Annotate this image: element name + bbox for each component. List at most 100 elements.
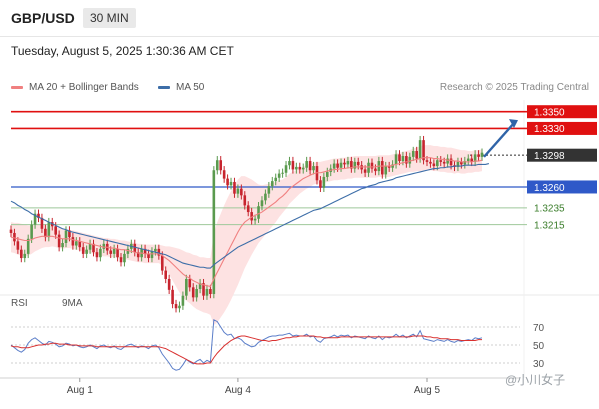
candle-body: [436, 160, 439, 167]
candle-body: [154, 248, 157, 252]
candle-body: [343, 162, 346, 165]
candle-body: [143, 248, 147, 254]
candle-body: [174, 304, 178, 309]
level-label-bg-1.3260: [527, 180, 597, 194]
candle-body: [463, 161, 467, 165]
legend-rsi-label: RSI: [11, 298, 28, 309]
candle-body: [195, 289, 198, 298]
candle-body: [312, 166, 315, 171]
candle-body: [160, 255, 164, 271]
header-bar: GBP/USD 30 MIN: [0, 0, 599, 37]
candle-body: [439, 160, 443, 162]
candle-body: [466, 158, 470, 162]
candle-body: [171, 289, 174, 305]
candle-body: [47, 222, 51, 238]
candle-body: [33, 213, 37, 225]
watermark-text: @小川女子: [505, 373, 566, 387]
candle-body: [274, 177, 278, 182]
timeframe-badge[interactable]: 30 MIN: [83, 8, 136, 28]
candle-body: [353, 161, 357, 169]
candle-body: [205, 289, 209, 296]
ma50-line: [10, 163, 490, 269]
candle-body: [85, 249, 88, 254]
legend-ma50-label: MA 50: [176, 82, 205, 93]
candle-body: [147, 253, 150, 259]
level-label-1.3235: 1.3235: [534, 204, 565, 215]
candle-body: [391, 164, 394, 168]
legend-9ma: 9MA: [62, 298, 83, 309]
level-label-bg-1.3350: [527, 105, 597, 119]
candle-body: [325, 171, 329, 177]
candle-body: [102, 243, 106, 249]
candle-body: [20, 249, 23, 259]
candle-body: [288, 161, 291, 166]
projection-arrow-head: [509, 119, 518, 129]
candle-body: [198, 283, 202, 289]
candle-body: [370, 162, 374, 169]
candle-body: [178, 305, 181, 309]
candle-body: [346, 161, 350, 165]
candle-body: [246, 205, 250, 213]
candle-body: [319, 180, 322, 188]
candle-body: [460, 161, 463, 165]
candle-body: [226, 178, 229, 186]
candle-body: [202, 283, 205, 296]
candle-body: [363, 169, 367, 173]
candle-body: [61, 243, 64, 248]
candle-body: [57, 234, 61, 248]
candle-body: [229, 181, 233, 186]
candle-body: [109, 250, 113, 254]
level-label-1.3330: 1.3330: [534, 124, 565, 135]
copyright-text: Research © 2025 Trading Central: [439, 82, 589, 93]
symbol-title: GBP/USD: [11, 10, 75, 26]
candle-body: [415, 151, 418, 159]
ma20-swatch: [11, 85, 23, 89]
candle-body: [456, 161, 460, 167]
level-label-bg-1.3330: [527, 121, 597, 135]
rsi-ma-line: [10, 335, 482, 365]
legend-9ma-label: 9MA: [62, 298, 83, 309]
candle-body: [411, 151, 415, 157]
candle-body: [75, 241, 78, 246]
candle-body: [44, 228, 47, 238]
candle-body: [295, 166, 298, 170]
candle-body: [408, 156, 412, 164]
x-tick-label: Aug 1: [67, 385, 94, 396]
rsi-tick-label: 50: [533, 341, 545, 352]
candle-body: [446, 158, 449, 164]
candle-body: [123, 253, 126, 263]
candle-body: [374, 168, 377, 172]
level-label-bg-1.3298: [527, 148, 597, 162]
candle-body: [112, 248, 116, 254]
level-label-1.3215: 1.3215: [534, 220, 565, 231]
candle-body: [215, 160, 219, 171]
candle-body: [157, 248, 161, 256]
ma50-swatch: [158, 85, 170, 89]
candle-body: [37, 213, 40, 218]
candle-body: [401, 156, 405, 162]
legend-ma20-bb: MA 20 + Bollinger Bands: [11, 82, 139, 93]
legend-rsi: RSI: [11, 298, 28, 309]
candle-body: [480, 152, 484, 157]
candle-body: [477, 154, 480, 157]
datetime-label: Tuesday, August 5, 2025 1:30:36 AM CET: [11, 44, 234, 58]
candle-body: [260, 200, 264, 207]
rsi-line: [10, 319, 483, 371]
candle-body: [181, 295, 185, 306]
candle-body: [394, 154, 398, 165]
candle-body: [243, 195, 247, 206]
candle-body: [92, 243, 95, 253]
level-label-1.3350: 1.3350: [534, 108, 565, 119]
candle-body: [257, 206, 260, 219]
projection-arrow: [483, 122, 515, 158]
candle-body: [116, 248, 119, 258]
candle-body: [240, 188, 243, 196]
legend-ma50: MA 50: [158, 82, 204, 93]
candle-body: [398, 154, 401, 162]
candle-body: [281, 172, 284, 174]
legend-ma20-label: MA 20 + Bollinger Bands: [29, 82, 139, 93]
candle-body: [387, 166, 391, 168]
candle-body: [78, 241, 82, 248]
rsi-tick-label: 70: [533, 323, 545, 334]
